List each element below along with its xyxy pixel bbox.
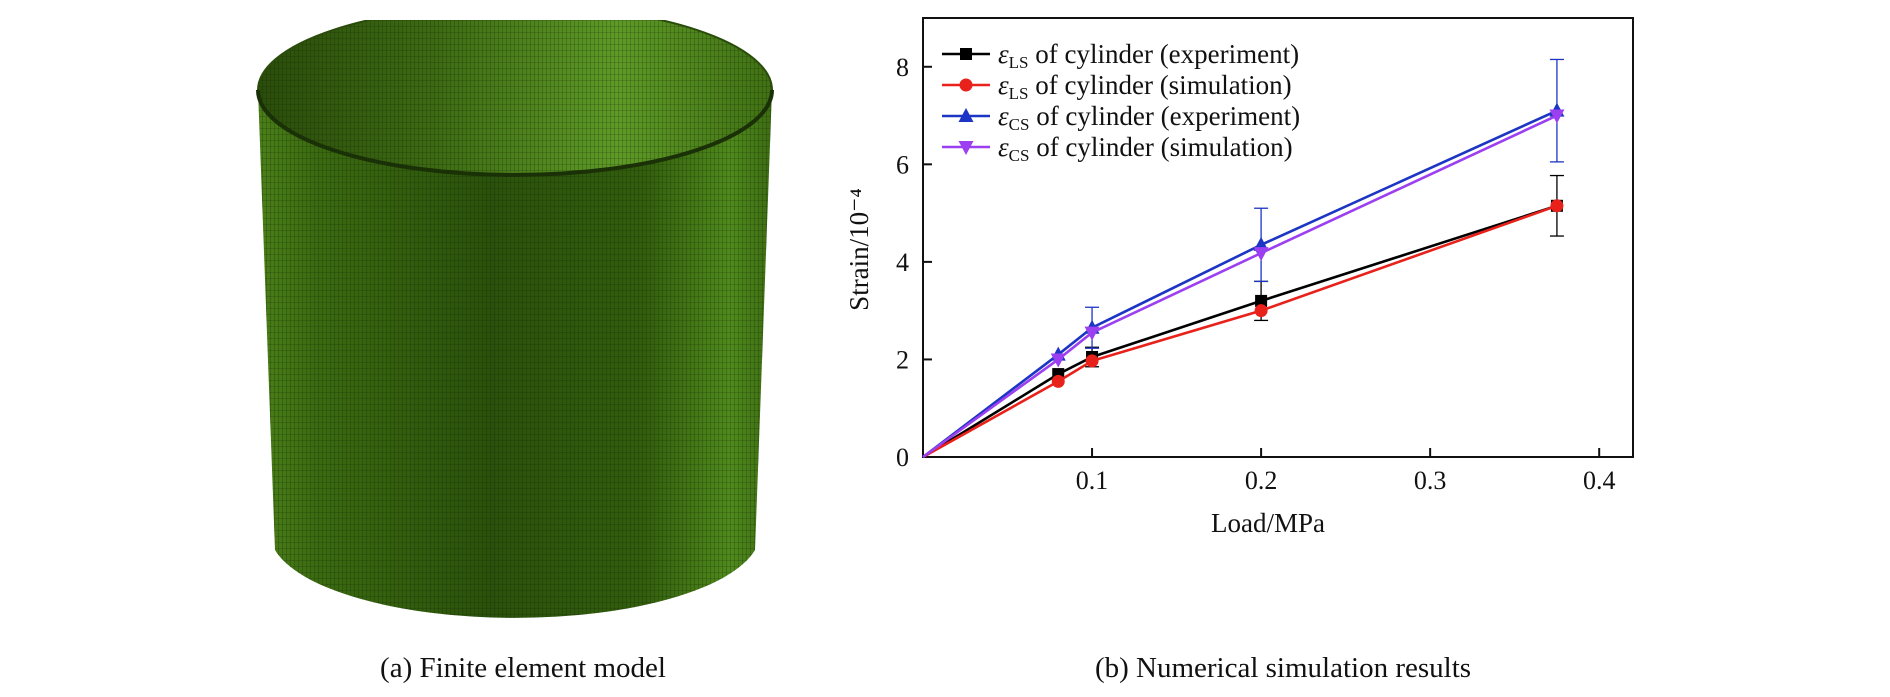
data-point [1051,374,1065,388]
y-axis-label: Strain/10⁻⁴ [844,188,874,311]
data-point [1550,199,1564,213]
legend-marker [958,141,974,155]
strain-load-chart: 0.1 0.2 0.3 0.4 0 2 4 6 8 Load/MPa Strain/10⁻⁴ εLS… [844,17,1634,538]
series-4 [922,109,1565,459]
series-2 [922,199,1564,459]
y-tick-label: 8 [896,53,909,82]
y-tick-label: 0 [896,443,909,472]
y-tick-label: 4 [896,248,909,277]
x-tick-label: 0.3 [1414,466,1447,495]
legend-marker [958,108,974,122]
legend-marker [959,78,973,92]
x-tick-label: 0.2 [1245,466,1278,495]
series-line [922,114,1558,459]
finite-element-model-image [256,20,774,618]
y-tick-label: 6 [896,150,909,179]
legend-entry-2: εLS of cylinder (simulation) [942,70,1292,103]
legend-entry-4: εCS of cylinder (simulation) [942,132,1293,165]
data-point [1254,304,1268,318]
data-point [1255,294,1268,307]
x-axis-label: Load/MPa [1211,508,1325,538]
data-point [1253,247,1269,262]
data-point [1084,326,1100,341]
legend-label: εLS of cylinder (experiment) [998,39,1299,72]
y-tick-label: 2 [896,345,909,374]
legend-entry-1: εLS of cylinder (experiment) [942,39,1299,72]
caption-finite-element-model: (a) Finite element model [380,652,666,684]
plot-frame [922,17,1634,458]
legend-marker [960,48,972,60]
x-tick-label: 0.1 [1076,466,1109,495]
legend-label: εLS of cylinder (simulation) [998,70,1292,103]
legend-label: εCS of cylinder (experiment) [998,101,1300,134]
series-line [922,204,1558,459]
data-point [1549,109,1565,124]
caption-numerical-simulation-results: (b) Numerical simulation results [1094,652,1472,684]
x-tick-label: 0.4 [1583,466,1616,495]
series-line [922,204,1558,459]
legend-label: εCS of cylinder (simulation) [998,132,1293,165]
data-point [1050,353,1066,368]
legend-entry-3: εCS of cylinder (experiment) [942,101,1300,134]
data-point [1085,354,1099,368]
